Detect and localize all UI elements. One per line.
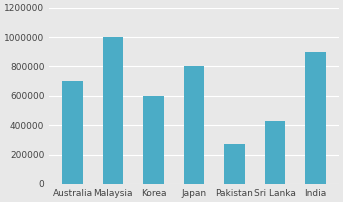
Bar [184, 66, 204, 184]
Bar [224, 144, 245, 184]
Bar [265, 121, 285, 184]
Bar [305, 52, 326, 184]
Bar [62, 81, 83, 184]
Bar [103, 37, 123, 184]
Bar [143, 96, 164, 184]
